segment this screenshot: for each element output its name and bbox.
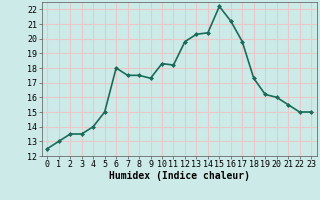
X-axis label: Humidex (Indice chaleur): Humidex (Indice chaleur) [109,171,250,181]
